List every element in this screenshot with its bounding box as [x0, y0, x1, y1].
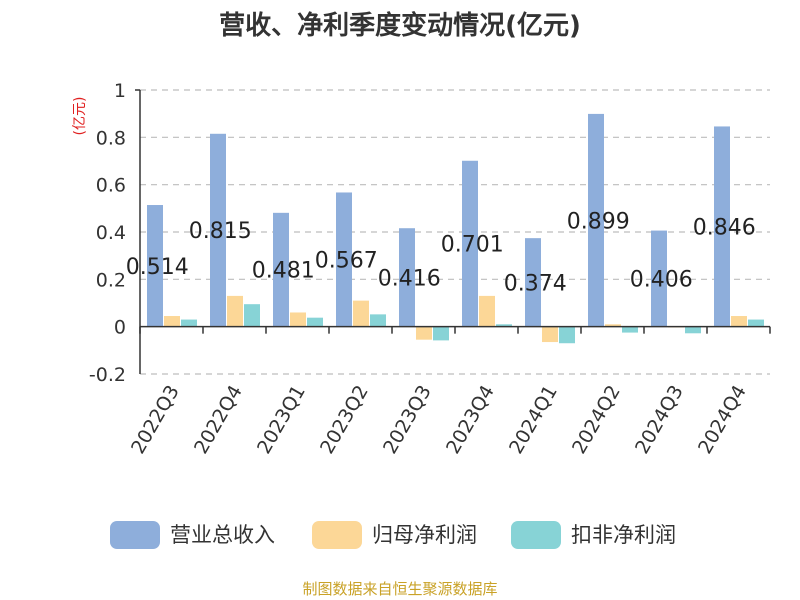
x-tick-label: 2022Q3 — [127, 382, 184, 458]
x-tick-label: 2023Q1 — [253, 382, 310, 458]
bar-2023Q3-series-2 — [416, 326, 432, 340]
legend-swatch-1 — [110, 521, 160, 549]
y-tick-label: 0.4 — [96, 222, 126, 244]
bar-2023Q3-series-3 — [433, 326, 449, 341]
legend: 营业总收入 归母净利润 扣非净利润 — [110, 521, 676, 549]
bar-2023Q1-series-1 — [273, 212, 289, 327]
x-tick-label: 2024Q3 — [631, 382, 688, 458]
bar-2023Q1-series-3 — [307, 317, 323, 327]
bar-2024Q2-series-2 — [605, 324, 621, 327]
legend-swatch-3 — [511, 521, 561, 549]
bar-2024Q3-series-3 — [685, 326, 701, 334]
bar-2024Q2-series-3 — [622, 326, 638, 333]
x-tick-label: 2022Q4 — [190, 382, 247, 458]
bar-2023Q2-series-3 — [370, 314, 386, 327]
data-label: 0.899 — [567, 209, 630, 234]
bar-2022Q3-series-3 — [181, 319, 197, 327]
bar-2024Q4-series-2 — [731, 316, 747, 327]
bar-2022Q3-series-2 — [164, 316, 180, 327]
bar-2022Q3-series-1 — [147, 205, 163, 327]
data-label: 0.481 — [252, 259, 315, 284]
y-tick-label: 0.6 — [96, 175, 126, 197]
bar-2024Q1-series-1 — [525, 238, 541, 327]
y-tick-label: 0.2 — [96, 269, 126, 291]
bar-2024Q4-series-1 — [714, 126, 730, 327]
source-footer: 制图数据来自恒生聚源数据库 — [302, 580, 497, 598]
bar-2022Q4-series-3 — [244, 304, 260, 327]
bar-2024Q1-series-2 — [542, 326, 558, 343]
data-label: 0.567 — [315, 249, 378, 274]
data-label: 0.416 — [378, 266, 441, 291]
x-tick-label: 2023Q3 — [379, 382, 436, 458]
legend-label-2: 归母净利润 — [372, 523, 477, 547]
x-axis-ticks: 2022Q3 2022Q4 2023Q1 2023Q2 2023Q3 2023Q4 2024… — [127, 382, 751, 458]
y-axis-unit-label: (亿元) — [72, 97, 88, 136]
data-label: 0.701 — [441, 233, 504, 258]
y-tick-label: 0.8 — [96, 127, 126, 149]
bar-2023Q4-series-3 — [496, 324, 512, 327]
data-label: 0.846 — [693, 216, 756, 241]
bar-2023Q2-series-1 — [336, 192, 352, 327]
bar-2024Q3-series-1 — [651, 230, 667, 327]
bar-2024Q4-series-3 — [748, 319, 764, 327]
bar-2023Q2-series-2 — [353, 300, 369, 327]
legend-label-3: 扣非净利润 — [571, 523, 676, 547]
bars — [147, 113, 764, 344]
data-label: 0.815 — [189, 219, 252, 244]
x-tick-label: 2024Q2 — [568, 382, 625, 458]
bar-2023Q3-series-1 — [399, 228, 415, 327]
bar-2023Q1-series-2 — [290, 312, 306, 327]
bar-2022Q4-series-1 — [210, 133, 226, 327]
data-label: 0.406 — [630, 268, 693, 293]
y-tick-label: -0.2 — [89, 364, 126, 386]
x-tick-label: 2024Q1 — [505, 382, 562, 458]
legend-label-1: 营业总收入 — [170, 523, 275, 547]
grid-lines — [140, 89, 770, 375]
x-tick-label: 2024Q4 — [694, 382, 751, 458]
bar-2023Q4-series-2 — [479, 295, 495, 327]
y-tick-label: 0 — [114, 317, 126, 339]
bar-2022Q4-series-2 — [227, 295, 243, 327]
bar-2023Q4-series-1 — [462, 160, 478, 327]
data-label: 0.374 — [504, 271, 567, 296]
x-tick-label: 2023Q2 — [316, 382, 373, 458]
bar-2024Q2-series-1 — [588, 113, 604, 327]
data-label: 0.514 — [126, 255, 189, 280]
legend-swatch-2 — [312, 521, 362, 549]
x-tick-label: 2023Q4 — [442, 382, 499, 458]
y-tick-label: 1 — [114, 80, 126, 102]
chart-title: 营收、净利季度变动情况(亿元) — [219, 10, 581, 41]
bar-2024Q1-series-3 — [559, 326, 575, 344]
axes — [135, 89, 771, 374]
y-axis-ticks: -0.2 0 0.2 0.4 0.6 0.8 1 — [89, 80, 126, 386]
